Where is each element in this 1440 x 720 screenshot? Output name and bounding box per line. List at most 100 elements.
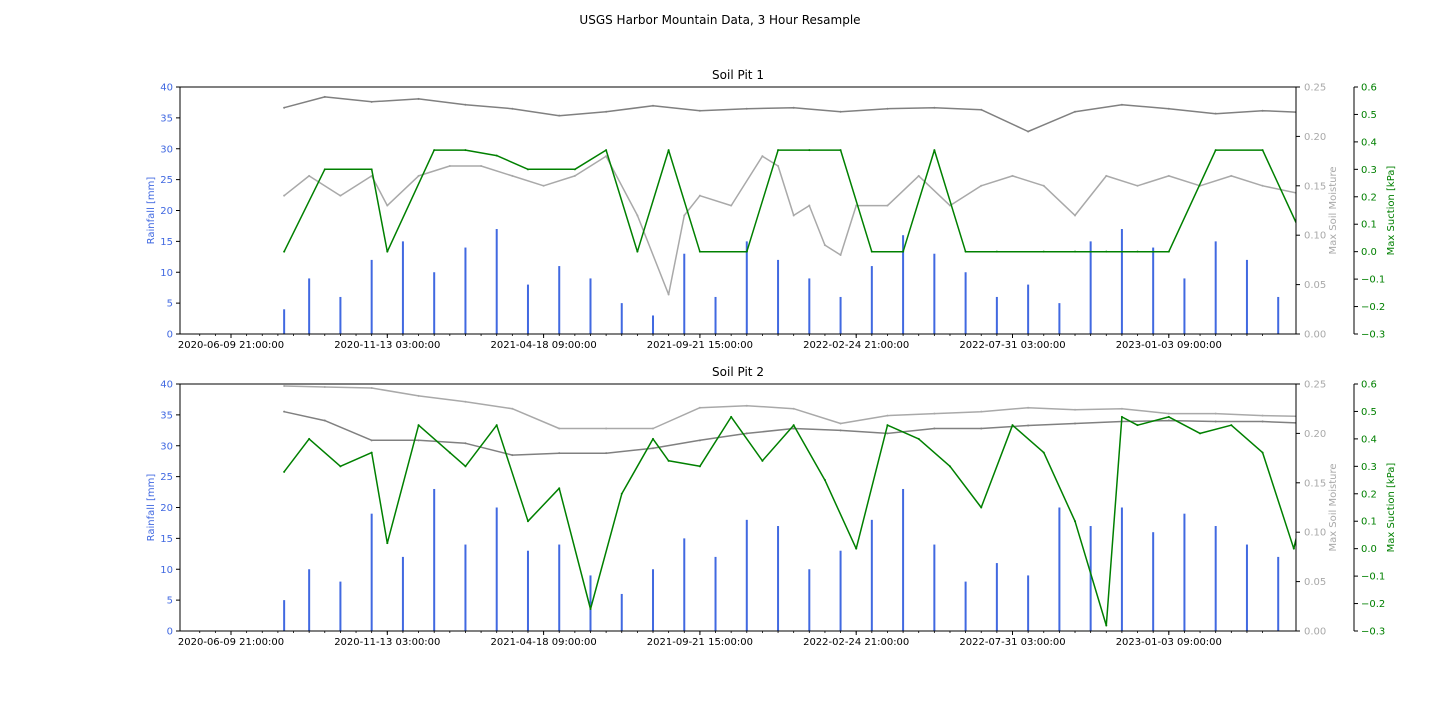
right1-tick-label: 0.20 (1304, 132, 1326, 143)
soil-moisture-line-point (1136, 184, 1139, 187)
right2-axis-label: Max Suction [kPa] (1386, 166, 1397, 256)
rainfall-bar (589, 278, 592, 334)
rainfall-bars (283, 229, 1280, 334)
suction-line-point (1136, 250, 1139, 253)
soil-moisture-line-point (1214, 112, 1217, 115)
suction-line-point (308, 437, 311, 440)
rainfall-bar (1152, 247, 1155, 334)
suction-line-point (855, 547, 858, 550)
rainfall-bar (1120, 507, 1123, 631)
soil-moisture-line-point (792, 214, 795, 217)
rainfall-bar (589, 575, 592, 631)
suction-line-point (1292, 547, 1295, 550)
left-tick-label: 40 (160, 83, 173, 94)
rainfall-bar (308, 278, 311, 334)
suction-line-point (464, 149, 467, 152)
rainfall-bar (808, 569, 811, 631)
x-tick-label: 2021-09-21 15:00:00 (647, 637, 753, 648)
left-tick-label: 35 (160, 410, 173, 421)
soil-moisture-line-point (933, 427, 936, 430)
soil-moisture-line (283, 410, 1296, 456)
suction-line-point (745, 250, 748, 253)
suction-line-point (1167, 415, 1170, 418)
right2-tick-label: 0.2 (1361, 192, 1377, 203)
right2-tick-label: −0.2 (1361, 599, 1385, 610)
suction-line-point (1105, 624, 1108, 627)
soil-moisture-line-point (1308, 112, 1310, 114)
suction-line-point (995, 250, 998, 253)
soil-moisture-line-point (683, 214, 686, 217)
x-tick-label: 2021-04-18 09:00:00 (490, 340, 596, 351)
rainfall-bar (1058, 507, 1061, 631)
suction-line-point (605, 149, 608, 152)
suction-line-point (370, 168, 373, 171)
suction-line-point (370, 451, 373, 454)
suction-line-point (1074, 520, 1077, 523)
x-tick-label: 2020-11-13 03:00:00 (334, 637, 440, 648)
right2-tick-label: 0.5 (1361, 110, 1377, 121)
suction-line-point (917, 437, 920, 440)
suction-line-point (1136, 424, 1139, 427)
soil-moisture-line-point (948, 204, 951, 207)
soil-moisture-line-point (605, 452, 608, 455)
suction-line-point (589, 608, 592, 611)
x-tick-label: 2020-11-13 03:00:00 (334, 340, 440, 351)
rainfall-bar (370, 259, 373, 334)
soil-moisture-line-point (417, 174, 420, 177)
suction-line-point (526, 520, 529, 523)
soil-moisture-line-point (339, 194, 342, 197)
soil-moisture-line-point (886, 432, 889, 435)
soil-moisture-line-point (370, 386, 373, 389)
rainfall-bar (1277, 556, 1280, 631)
soil-moisture-line-point (1027, 424, 1030, 427)
soil-moisture-line-point (370, 439, 373, 442)
rainfall-bar (1245, 544, 1248, 631)
suction-line-point (902, 250, 905, 253)
soil-moisture-line-point (464, 442, 467, 445)
soil-moisture-line-point (745, 404, 748, 407)
suction-line-point (839, 149, 842, 152)
rainfall-bar (464, 544, 467, 631)
soil-moisture-line-point (464, 400, 467, 403)
soil-moisture-line-point (652, 427, 655, 430)
soil-moisture-line-point (480, 165, 483, 168)
soil-moisture-line-point (886, 414, 889, 417)
right1-tick-label: 0.00 (1304, 330, 1326, 341)
soil-moisture-line (284, 385, 1296, 430)
x-tick-label: 2021-04-18 09:00:00 (490, 637, 596, 648)
rainfall-bar (401, 241, 404, 334)
soil-moisture-line-point (1308, 195, 1310, 197)
right2-tick-label: 0.1 (1361, 517, 1377, 528)
rainfall-bar (964, 581, 967, 631)
x-tick-label: 2020-06-09 21:00:00 (178, 340, 284, 351)
left-tick-label: 15 (160, 534, 173, 545)
right1-tick-label: 0.20 (1304, 429, 1326, 440)
suction-line-point (448, 451, 451, 454)
rainfall-bar (1277, 296, 1280, 334)
soil-moisture-line-point (283, 194, 286, 197)
soil-moisture-line-point (1074, 214, 1077, 217)
left-tick-label: 35 (160, 113, 173, 124)
soil-moisture-line-point (839, 110, 842, 113)
soil-moisture-line-point (792, 427, 795, 430)
soil-moisture-line-point (839, 253, 842, 256)
soil-moisture-line-point (1042, 184, 1045, 187)
suction-line-point (1105, 250, 1108, 253)
soil-moisture-line-point (980, 108, 983, 111)
right1-tick-label: 0.15 (1304, 478, 1326, 489)
left-tick-label: 25 (160, 472, 173, 483)
rainfall-bar (1183, 513, 1186, 631)
rainfall-bars (283, 488, 1280, 631)
rainfall-bar (433, 488, 436, 631)
suction-line-point (652, 437, 655, 440)
soil-moisture-line-point (1308, 423, 1310, 425)
soil-moisture-line-point (370, 100, 373, 103)
rainfall-bar (558, 266, 561, 334)
right2-tick-label: 0.2 (1361, 489, 1377, 500)
soil-moisture-line-point (1074, 408, 1077, 411)
soil-moisture-line-point (652, 447, 655, 450)
right2-tick-label: 0.6 (1361, 380, 1377, 391)
rainfall-bar (1245, 259, 1248, 334)
rainfall-bar (1214, 526, 1217, 631)
